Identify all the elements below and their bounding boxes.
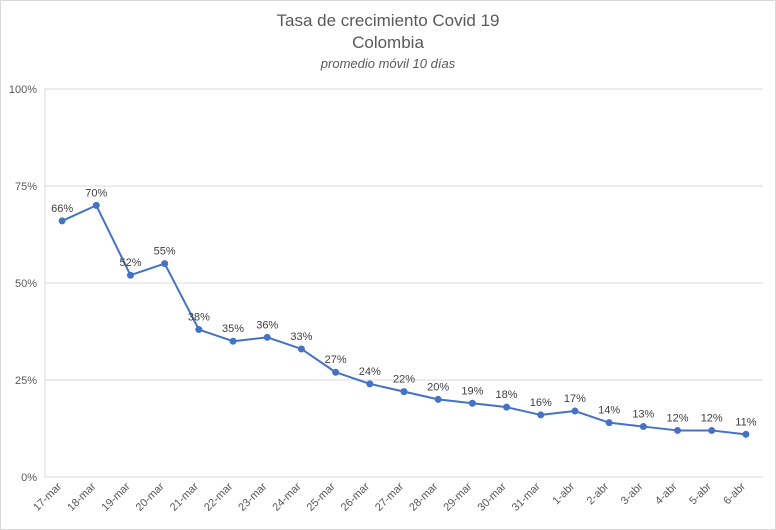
chart-title: Tasa de crecimiento Covid 19 — [276, 11, 500, 30]
x-tick-label: 3-abr — [619, 480, 646, 507]
x-tick-label: 5-abr — [687, 480, 714, 507]
x-tick-label: 31-mar — [510, 480, 543, 513]
data-point — [58, 217, 66, 225]
data-point — [332, 368, 340, 376]
x-tick-label: 19-mar — [99, 480, 132, 513]
data-label: 24% — [359, 366, 381, 378]
data-label: 14% — [598, 405, 620, 417]
data-label: 16% — [530, 397, 552, 409]
data-point — [674, 426, 682, 434]
x-tick-label: 21-mar — [168, 480, 201, 513]
y-tick-label: 25% — [15, 375, 37, 387]
data-point — [400, 388, 408, 396]
data-label: 19% — [461, 385, 483, 397]
data-label: 11% — [735, 416, 756, 428]
data-label: 17% — [564, 393, 586, 405]
x-tick-label: 28-mar — [407, 480, 440, 513]
data-label: 18% — [496, 389, 518, 401]
data-point — [263, 333, 271, 341]
data-point — [229, 337, 237, 345]
x-tick-label: 17-mar — [31, 480, 64, 513]
y-tick-label: 0% — [21, 472, 37, 484]
data-point — [161, 260, 169, 268]
data-point — [297, 345, 305, 353]
x-tick-label: 24-mar — [270, 480, 303, 513]
data-label: 27% — [325, 354, 347, 366]
data-label: 36% — [256, 319, 278, 331]
data-label: 22% — [393, 374, 415, 386]
data-point — [742, 430, 750, 438]
data-point — [571, 407, 579, 415]
x-tick-label: 26-mar — [339, 480, 372, 513]
data-label: 55% — [154, 246, 176, 258]
data-label: 66% — [51, 203, 73, 215]
y-tick-label: 100% — [9, 84, 37, 96]
data-point — [639, 423, 647, 431]
data-point — [708, 426, 716, 434]
x-tick-label: 1-abr — [550, 480, 577, 507]
chart-subtitle: promedio móvil 10 días — [320, 56, 456, 71]
data-point — [366, 380, 374, 388]
series-line — [61, 204, 747, 436]
data-label: 13% — [632, 409, 654, 421]
chart-title-country: Colombia — [352, 33, 424, 52]
data-point — [537, 411, 545, 419]
data-point — [503, 403, 511, 411]
data-point — [468, 399, 476, 407]
x-tick-label: 27-mar — [373, 480, 406, 513]
data-point — [126, 271, 134, 279]
data-label: 12% — [701, 412, 723, 424]
y-tick-label: 50% — [15, 278, 37, 290]
x-tick-label: 30-mar — [476, 480, 509, 513]
x-tick-label: 20-mar — [134, 480, 167, 513]
data-label: 20% — [427, 381, 449, 393]
data-label: 52% — [119, 257, 141, 269]
x-tick-label: 29-mar — [441, 480, 474, 513]
y-tick-label: 75% — [15, 181, 37, 193]
x-tick-label: 22-mar — [202, 480, 235, 513]
data-label: 12% — [667, 412, 689, 424]
x-tick-label: 18-mar — [65, 480, 98, 513]
data-label: 35% — [222, 323, 244, 335]
data-point — [195, 326, 203, 334]
data-point — [434, 395, 442, 403]
data-point — [605, 419, 613, 427]
x-tick-label: 25-mar — [305, 480, 338, 513]
data-label: 70% — [85, 187, 107, 199]
data-label: 33% — [290, 331, 312, 343]
x-tick-label: 4-abr — [653, 480, 680, 507]
data-point — [92, 201, 100, 209]
chart-title-block: Tasa de crecimiento Covid 19 Colombia pr… — [0, 10, 776, 74]
data-label: 38% — [188, 312, 210, 324]
x-tick-label: 23-mar — [236, 480, 269, 513]
x-tick-label: 2-abr — [585, 480, 612, 507]
x-tick-label: 6-abr — [721, 480, 748, 507]
